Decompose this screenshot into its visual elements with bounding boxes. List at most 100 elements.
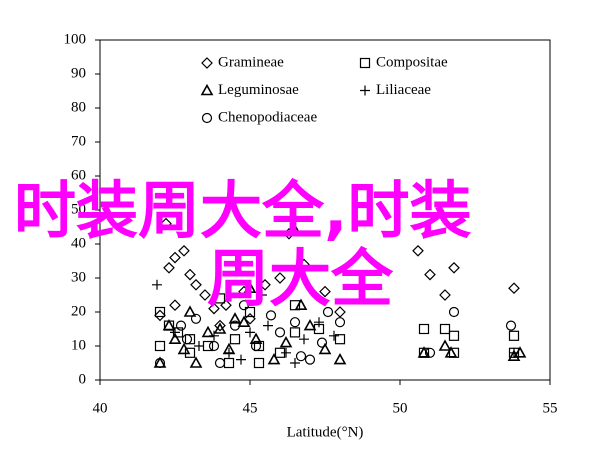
- point: [439, 289, 451, 301]
- point: [181, 334, 193, 345]
- point: [160, 217, 172, 230]
- point: [178, 244, 190, 257]
- point: [279, 335, 293, 348]
- point: [448, 261, 460, 274]
- point: [208, 302, 220, 315]
- point: [299, 334, 309, 345]
- y-tick-label: 50: [71, 201, 86, 217]
- point: [214, 357, 226, 369]
- point: [175, 320, 187, 331]
- point: [334, 317, 346, 328]
- y-tick-label: 30: [71, 269, 86, 285]
- point: [319, 285, 331, 298]
- point: [177, 342, 191, 355]
- point: [249, 332, 263, 345]
- point: [244, 312, 256, 325]
- point: [163, 261, 175, 274]
- point: [334, 334, 346, 345]
- point: [245, 327, 255, 338]
- x-tick-label: 40: [93, 400, 108, 416]
- point: [329, 330, 339, 341]
- point: [253, 357, 265, 369]
- point: [290, 358, 300, 368]
- point: [162, 318, 176, 331]
- point: [439, 323, 451, 335]
- x-axis-label: Latitude(°N): [287, 424, 364, 440]
- point: [281, 347, 291, 358]
- y-tick-label: 60: [71, 167, 86, 183]
- x-tick-label: 55: [543, 400, 558, 416]
- point: [154, 340, 166, 352]
- point: [448, 306, 460, 318]
- point: [214, 319, 226, 332]
- point: [417, 346, 431, 358]
- point: [259, 278, 271, 291]
- point: [265, 310, 277, 321]
- legend-label: Leguminosae: [218, 82, 299, 98]
- point: [424, 268, 436, 281]
- point: [253, 340, 265, 352]
- y-tick-label: 40: [71, 235, 86, 251]
- point: [229, 320, 241, 331]
- point: [194, 341, 204, 351]
- legend-label: Liliaceae: [376, 82, 431, 98]
- point: [322, 306, 334, 318]
- point: [304, 354, 316, 365]
- point: [274, 327, 286, 338]
- point: [170, 327, 180, 338]
- point: [184, 334, 196, 345]
- point: [444, 346, 458, 358]
- point: [168, 332, 182, 345]
- legend-marker: [360, 85, 370, 96]
- point: [208, 340, 220, 352]
- point: [154, 309, 166, 322]
- point: [190, 278, 202, 291]
- point: [295, 351, 307, 362]
- point: [288, 223, 302, 236]
- x-tick-label: 50: [393, 400, 408, 416]
- point: [237, 315, 251, 328]
- point: [303, 318, 317, 331]
- point: [209, 330, 219, 341]
- point: [152, 279, 162, 290]
- point: [267, 352, 281, 365]
- point: [154, 306, 166, 318]
- x-tick-label: 45: [243, 400, 258, 416]
- legend-marker: [359, 57, 371, 69]
- point: [289, 327, 301, 338]
- point: [224, 347, 234, 358]
- point: [169, 251, 181, 264]
- point: [294, 298, 308, 311]
- point: [229, 334, 241, 345]
- point: [424, 347, 436, 358]
- point: [438, 339, 452, 351]
- point: [201, 325, 215, 338]
- point: [213, 322, 227, 334]
- point: [316, 337, 328, 348]
- point: [263, 320, 273, 331]
- point: [257, 290, 267, 300]
- point: [183, 305, 197, 317]
- point: [220, 299, 232, 312]
- point: [184, 268, 196, 281]
- point: [508, 282, 520, 295]
- point: [228, 312, 242, 324]
- point: [199, 289, 211, 301]
- point: [318, 342, 332, 355]
- point: [189, 356, 203, 368]
- point: [412, 244, 424, 257]
- legend-marker: [200, 83, 214, 96]
- point: [505, 320, 517, 331]
- point: [314, 317, 324, 328]
- overlay-text: 时装周大全,时装: [14, 174, 472, 247]
- point: [223, 357, 235, 369]
- point: [250, 340, 262, 352]
- point: [509, 347, 519, 358]
- point: [238, 285, 250, 298]
- legend-marker: [201, 57, 213, 69]
- y-tick-label: 0: [79, 371, 87, 387]
- point: [289, 317, 301, 328]
- y-tick-label: 100: [64, 31, 87, 47]
- point: [274, 272, 286, 284]
